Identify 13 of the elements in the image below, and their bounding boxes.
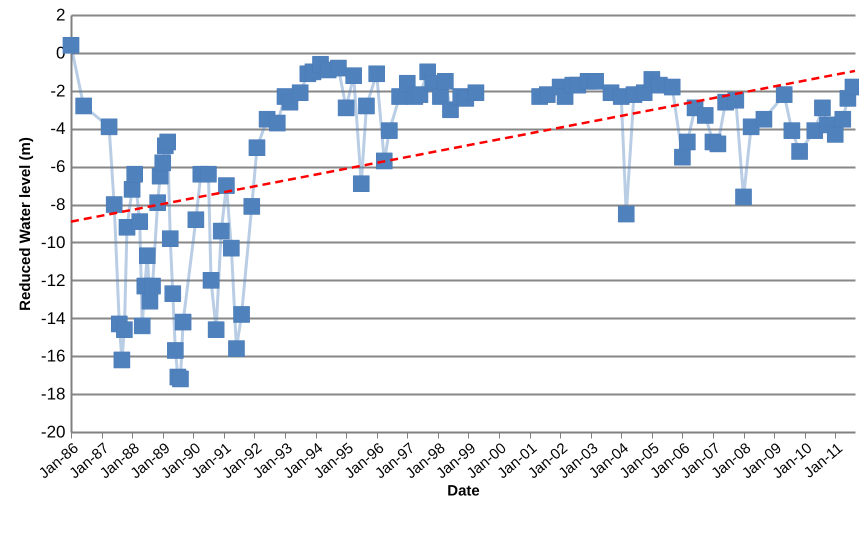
y-tick-label: -4 <box>50 119 66 138</box>
y-tick-label: -18 <box>40 384 66 404</box>
y-tick-label: -10 <box>40 232 66 252</box>
y-tick-label: -8 <box>50 195 66 214</box>
y-tick-label: -16 <box>40 346 66 366</box>
y-tick-label: 2 <box>56 6 66 24</box>
y-tick-label: -12 <box>40 270 66 290</box>
y-tick-label: -14 <box>40 308 66 328</box>
y-axis-title: Reduced Water level (m) <box>16 137 34 311</box>
y-tick-label: -2 <box>50 81 66 100</box>
x-axis-title: Date <box>447 482 480 500</box>
y-tick-label: -6 <box>50 157 66 176</box>
y-tick-label: -20 <box>40 422 66 442</box>
